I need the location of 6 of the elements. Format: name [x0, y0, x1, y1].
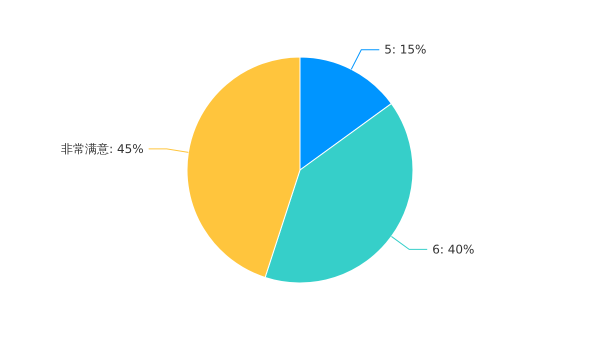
- data-label: : 40%: [440, 242, 474, 256]
- slice-label: 6: [432, 242, 440, 256]
- data-label: : 45%: [109, 142, 144, 156]
- slice-label: 非常满意: [61, 142, 110, 156]
- data-label: : 15%: [392, 42, 426, 57]
- slice-label: 5: [384, 42, 392, 57]
